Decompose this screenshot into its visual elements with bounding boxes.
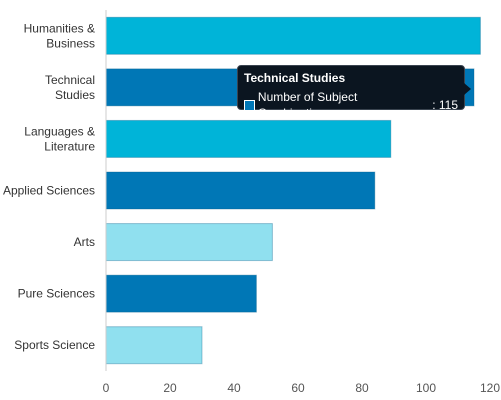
category-label-line: Business	[46, 36, 95, 50]
bar-tooltip: Technical Studies Number of Subject Comb…	[237, 65, 471, 120]
category-label: Humanities & Business	[24, 21, 95, 50]
bar[interactable]	[105, 326, 203, 365]
tooltip-value: 115	[438, 98, 458, 112]
category-label-line: Technical	[45, 73, 95, 87]
category-label-line: Pure Sciences	[18, 287, 95, 301]
bar[interactable]	[105, 119, 392, 158]
category-label: Arts	[74, 235, 95, 249]
x-tick-label: 40	[227, 381, 241, 395]
bar[interactable]	[105, 171, 376, 210]
category-label-line: Languages &	[24, 124, 95, 138]
bar[interactable]	[105, 223, 273, 262]
bar[interactable]	[105, 16, 481, 55]
category-label-line: Sports Science	[14, 338, 95, 352]
tooltip-separator: :	[432, 98, 439, 112]
category-label: Pure Sciences	[18, 287, 95, 301]
category-label-line: Arts	[74, 235, 95, 249]
category-label: Sports Science	[14, 338, 95, 352]
category-label: Technical Studies	[45, 73, 95, 102]
x-tick-label: 60	[291, 381, 305, 395]
tooltip-row: Number of Subject Combinations: 115	[244, 89, 458, 121]
category-label-line: Applied Sciences	[3, 184, 95, 198]
tooltip-series-swatch	[244, 99, 255, 111]
x-tick-label: 80	[355, 381, 369, 395]
category-label-line: Literature	[44, 139, 95, 153]
category-label-line: Studies	[55, 88, 95, 102]
x-tick-label: 120	[480, 381, 500, 395]
tooltip-title: Technical Studies	[244, 71, 346, 85]
tooltip-arrow	[464, 83, 471, 95]
x-tick-label: 20	[163, 381, 177, 395]
category-label-line: Humanities &	[24, 21, 95, 35]
category-label: Applied Sciences	[3, 184, 95, 198]
tooltip-series-label: Number of Subject Combinations	[257, 90, 358, 120]
category-label: Languages & Literature	[24, 124, 95, 153]
x-tick-label: 0	[103, 381, 110, 395]
x-tick-label: 100	[416, 381, 436, 395]
bar[interactable]	[105, 274, 257, 313]
